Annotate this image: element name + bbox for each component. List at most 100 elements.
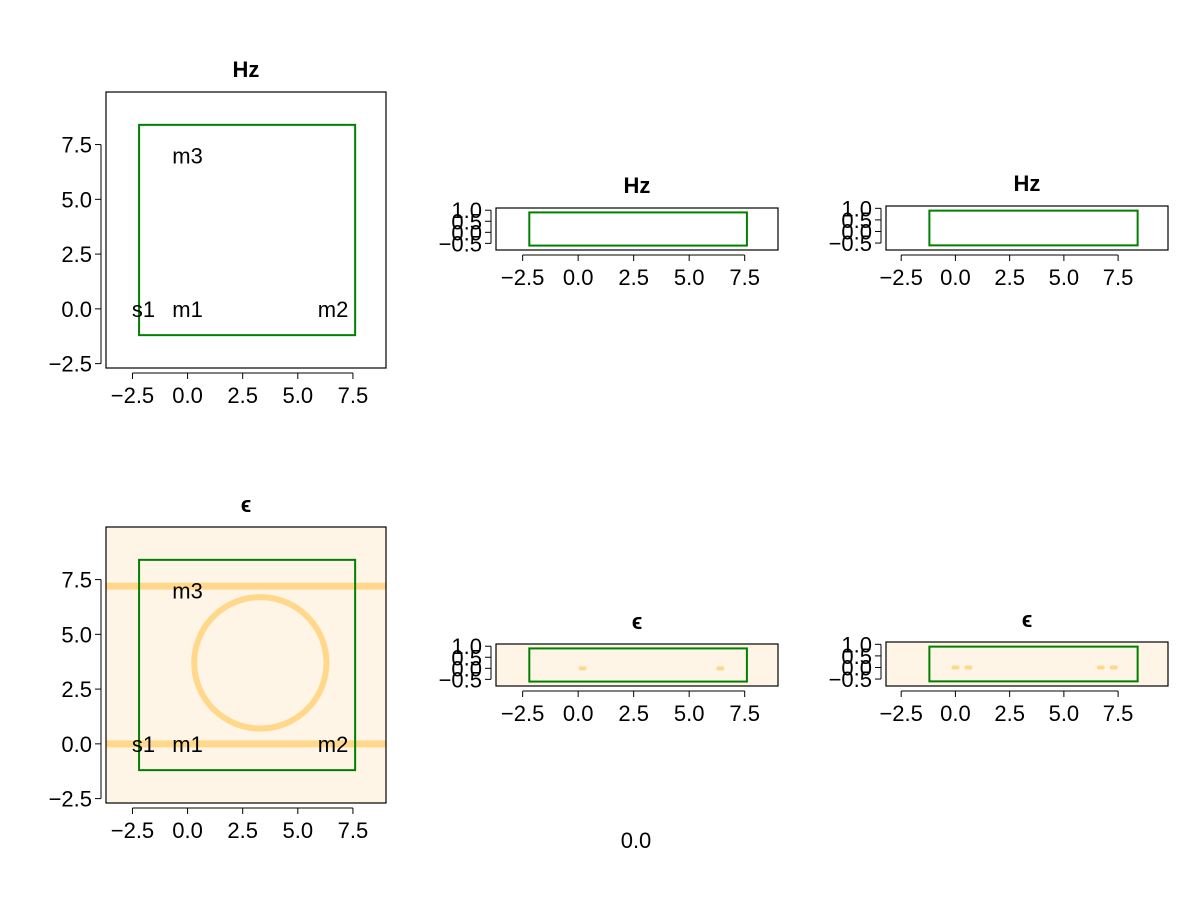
- x-tick-label: 2.5: [618, 265, 649, 290]
- plot-background: [886, 642, 1168, 686]
- x-tick-label: 2.5: [618, 701, 649, 726]
- plot-content: [928, 209, 1139, 247]
- y-axis: 1.00.50.0−0.5: [829, 196, 882, 256]
- plot-content: m3 s1 m1 m2: [132, 123, 357, 337]
- simulation-box: [528, 211, 748, 247]
- x-tick-label: −2.5: [879, 701, 922, 726]
- x-tick-label: 0.0: [940, 265, 971, 290]
- x-tick-label: 7.5: [338, 818, 369, 843]
- plot-background: [496, 208, 778, 250]
- monitor-label-m3: m3: [172, 579, 203, 604]
- x-tick-label: −2.5: [111, 383, 154, 408]
- monitor-label-m1: m1: [172, 297, 203, 322]
- eps-blip-3: [1096, 665, 1105, 670]
- simulation-box: [928, 209, 1139, 247]
- y-tick-label: 7.5: [61, 568, 92, 593]
- x-tick-label: 7.5: [729, 265, 760, 290]
- ring-resonator: [191, 594, 330, 732]
- eps-blip-1: [951, 665, 960, 670]
- plot-background: [886, 206, 1168, 250]
- y-tick-label: 0.0: [61, 297, 92, 322]
- x-tick-label: 5.0: [283, 818, 314, 843]
- plot-content: [528, 647, 748, 683]
- y-tick-label: −0.5: [439, 667, 482, 692]
- y-tick-label: 7.5: [61, 133, 92, 158]
- plot-background: [106, 92, 386, 368]
- simulation-box: [928, 645, 1139, 683]
- x-tick-label: 0.0: [563, 701, 594, 726]
- y-tick-label: −0.5: [829, 231, 872, 256]
- y-tick-label: 0.0: [61, 732, 92, 757]
- x-tick-label: 0.0: [172, 818, 203, 843]
- plot-frame: [495, 207, 779, 251]
- y-tick-label: 0.0: [841, 219, 872, 244]
- monitor-label-m1: m1: [172, 732, 203, 757]
- y-tick-label: 2.5: [61, 242, 92, 267]
- x-tick-label: 5.0: [1049, 265, 1080, 290]
- panel-title: Hz: [233, 57, 260, 82]
- x-tick-label: −2.5: [501, 265, 544, 290]
- plot-frame: [885, 205, 1169, 251]
- panel-title: ϵ: [241, 492, 252, 517]
- y-tick-label: 0.5: [841, 208, 872, 233]
- plot-background: [496, 644, 778, 686]
- x-tick-label: 0.0: [563, 265, 594, 290]
- y-axis: 1.00.50.0−0.5: [829, 632, 882, 692]
- y-tick-label: 2.5: [61, 677, 92, 702]
- x-axis: −2.5 0.0 2.5 5.0 7.5: [879, 254, 1134, 290]
- plot-background: [106, 527, 386, 803]
- monitor-label-s1: s1: [132, 297, 155, 322]
- x-axis: −2.5 0.0 2.5 5.0 7.5: [501, 690, 760, 726]
- eps-blip-1: [578, 666, 587, 671]
- x-tick-label: 7.5: [338, 383, 369, 408]
- x-tick-label: 2.5: [994, 265, 1025, 290]
- eps-blip-2: [964, 665, 973, 670]
- y-tick-label: 1.0: [841, 632, 872, 657]
- x-tick-label: 2.5: [227, 818, 258, 843]
- y-tick-label: 0.5: [451, 209, 482, 234]
- y-tick-label: 0.5: [841, 644, 872, 669]
- x-tick-label: −2.5: [501, 701, 544, 726]
- y-tick-label: −2.5: [49, 352, 92, 377]
- y-axis: 1.00.50.0−0.5: [439, 198, 492, 256]
- y-tick-label: 5.0: [61, 622, 92, 647]
- plot-content: [928, 645, 1139, 683]
- x-tick-label: 5.0: [283, 383, 314, 408]
- x-tick-label: 2.5: [994, 701, 1025, 726]
- x-tick-label: 5.0: [674, 265, 705, 290]
- panel-title: Hz: [1014, 171, 1041, 196]
- panel-3: Hz−2.5 0.0 2.5 5.0 7.51.00.50.0−0.5: [829, 171, 1169, 290]
- panel-title: ϵ: [1022, 607, 1033, 632]
- plot-frame: [885, 641, 1169, 687]
- x-tick-label: 7.5: [1103, 701, 1134, 726]
- x-tick-label: 7.5: [1103, 265, 1134, 290]
- panel-4: m3 s1 m1 m2 ϵ −2.5 0.0 2.5 5.0 7.5 −2.5 0.0 2.5 5.0 7.…: [49, 492, 387, 843]
- panel-6: ϵ −2.5 0.0 2.5 5.0 7.5 1.00.50.0−0.5: [829, 607, 1169, 726]
- x-tick-label: 5.0: [674, 701, 705, 726]
- y-axis: −2.5 0.0 2.5 5.0 7.5: [49, 568, 102, 812]
- y-axis: −2.5 0.0 2.5 5.0 7.5: [49, 133, 102, 377]
- x-axis: −2.5 0.0 2.5 5.0 7.5: [111, 372, 369, 408]
- monitor-label-m2: m2: [318, 297, 349, 322]
- y-tick-label: 5.0: [61, 187, 92, 212]
- y-axis: 1.00.50.0−0.5: [439, 634, 492, 692]
- simulation-box: [138, 558, 357, 772]
- x-tick-label: 0.0: [172, 383, 203, 408]
- y-tick-label: 0.0: [841, 655, 872, 680]
- panel-title: Hz: [624, 173, 651, 198]
- x-axis: −2.5 0.0 2.5 5.0 7.5: [501, 254, 760, 290]
- x-tick-label: 5.0: [1049, 701, 1080, 726]
- y-tick-label: 1.0: [841, 196, 872, 221]
- monitor-label-s1: s1: [132, 732, 155, 757]
- eps-blip-4: [1109, 665, 1118, 670]
- x-tick-label: 2.5: [227, 383, 258, 408]
- panel-title: ϵ: [632, 609, 643, 634]
- y-tick-label: 0.0: [451, 656, 482, 681]
- y-tick-label: 0.5: [451, 645, 482, 670]
- y-tick-label: −2.5: [49, 787, 92, 812]
- x-axis: −2.5 0.0 2.5 5.0 7.5: [879, 690, 1134, 726]
- y-tick-label: −0.5: [829, 667, 872, 692]
- plot-frame: [105, 91, 387, 369]
